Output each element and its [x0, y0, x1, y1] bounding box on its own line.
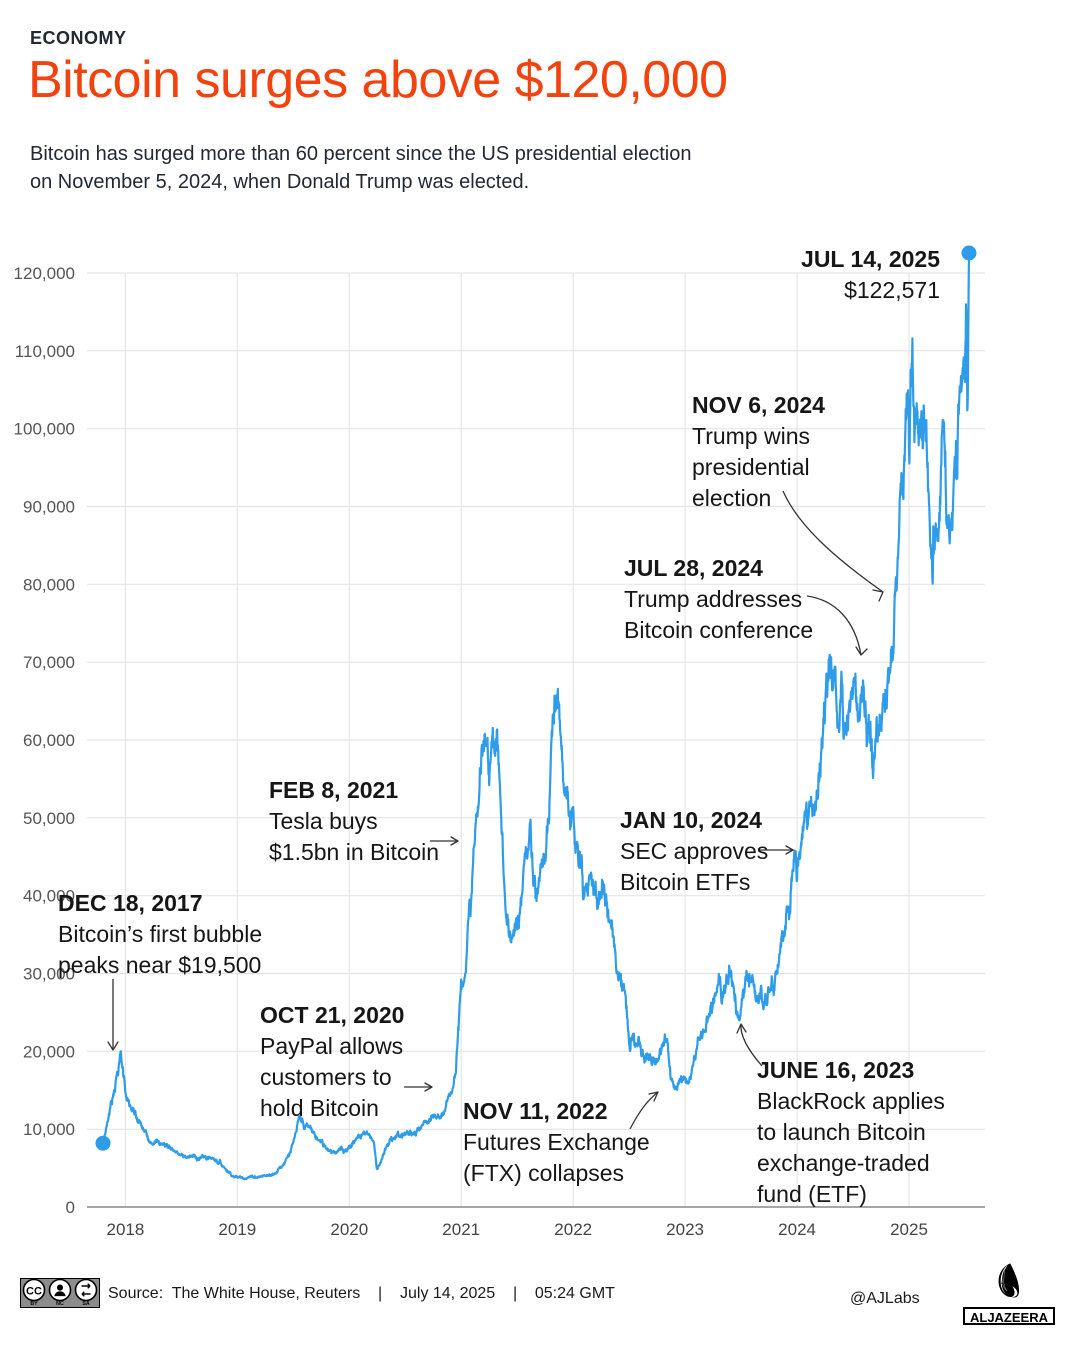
svg-text:2020: 2020 [330, 1220, 368, 1239]
svg-text:2024: 2024 [778, 1220, 816, 1239]
svg-text:2021: 2021 [442, 1220, 480, 1239]
svg-text:20,000: 20,000 [23, 1042, 75, 1061]
svg-text:10,000: 10,000 [23, 1120, 75, 1139]
svg-text:2019: 2019 [218, 1220, 256, 1239]
svg-text:110,000: 110,000 [15, 342, 75, 361]
svg-text:2025: 2025 [890, 1220, 928, 1239]
svg-text:120,000: 120,000 [14, 264, 75, 283]
svg-text:50,000: 50,000 [23, 809, 75, 828]
svg-text:0: 0 [66, 1198, 75, 1217]
svg-text:BY: BY [30, 1301, 38, 1307]
svg-text:2022: 2022 [554, 1220, 592, 1239]
svg-text:70,000: 70,000 [23, 653, 75, 672]
svg-text:NC: NC [56, 1301, 64, 1307]
svg-text:SA: SA [82, 1301, 90, 1307]
svg-text:80,000: 80,000 [23, 575, 75, 594]
svg-text:2023: 2023 [666, 1220, 704, 1239]
svg-text:100,000: 100,000 [14, 420, 75, 439]
svg-text:2018: 2018 [106, 1220, 144, 1239]
svg-text:90,000: 90,000 [23, 498, 75, 517]
svg-text:CC: CC [26, 1286, 42, 1298]
svg-text:60,000: 60,000 [23, 731, 75, 750]
